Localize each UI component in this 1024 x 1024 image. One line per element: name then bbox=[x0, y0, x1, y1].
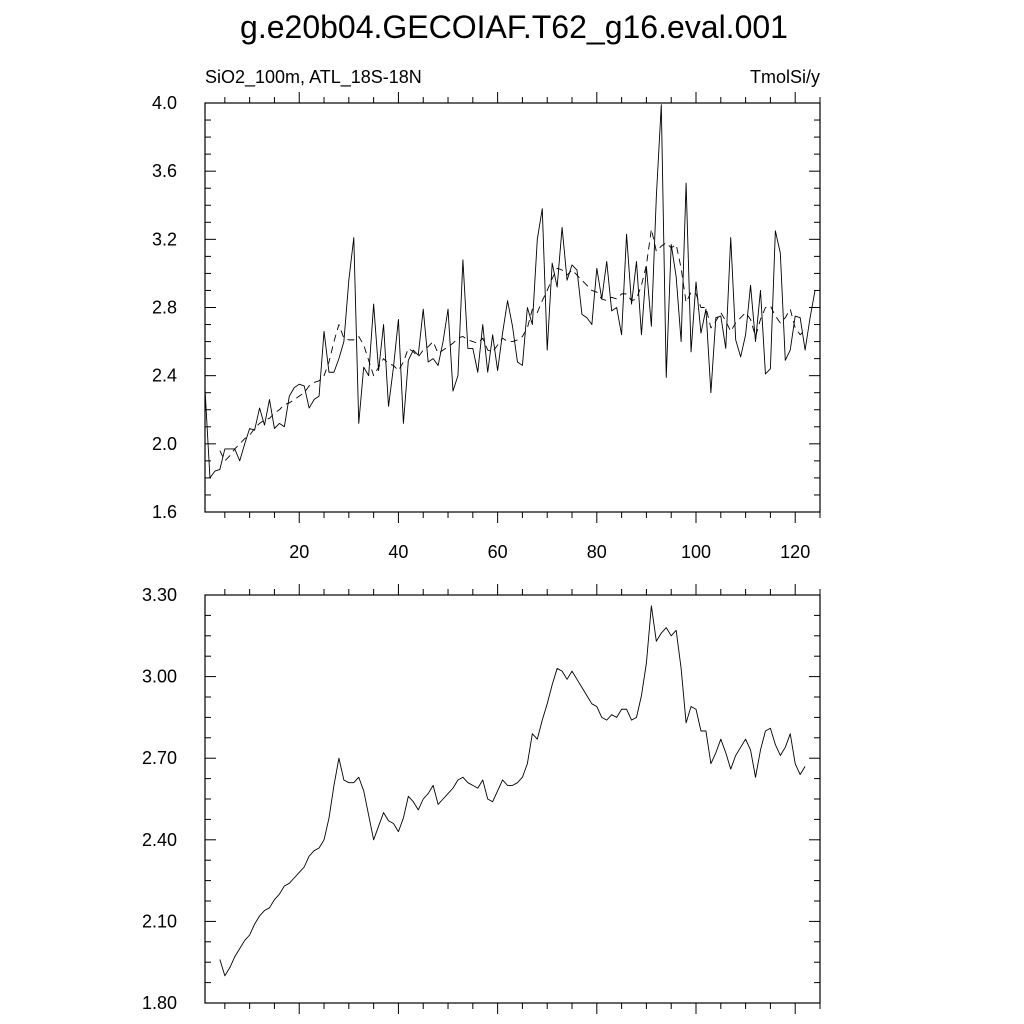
top-y-tick-label: 2.0 bbox=[152, 434, 177, 454]
top-x-tick-label: 80 bbox=[587, 542, 607, 562]
top-y-tick-label: 1.6 bbox=[152, 502, 177, 522]
top-left-label: SiO2_100m, ATL_18S-18N bbox=[205, 67, 422, 88]
bottom-y-tick-label: 3.00 bbox=[142, 667, 177, 687]
bottom-plot-frame bbox=[204, 594, 821, 1004]
top-series-running-mean-line bbox=[219, 228, 806, 462]
bottom-panel: 1.80 2.10 2.40 2.70 3.00 3.30 bbox=[142, 584, 821, 1014]
top-right-label: TmolSi/y bbox=[750, 67, 820, 87]
top-x-tick-label: 20 bbox=[289, 542, 309, 562]
top-y-tick-label: 2.8 bbox=[152, 298, 177, 318]
bottom-y-tick-label: 2.40 bbox=[142, 830, 177, 850]
top-y-tick-label: 3.2 bbox=[152, 229, 177, 249]
top-panel: SiO2_100m, ATL_18S-18N TmolSi/y 1.6 2.0 2.… bbox=[152, 67, 821, 562]
top-series-line bbox=[204, 104, 816, 479]
bottom-y-tick-label: 3.30 bbox=[142, 585, 177, 605]
bottom-series-line bbox=[219, 605, 806, 977]
top-y-tick-label: 2.4 bbox=[152, 366, 177, 386]
top-x-tick-label: 100 bbox=[681, 542, 711, 562]
bottom-y-tick-label: 1.80 bbox=[142, 993, 177, 1013]
top-x-tick-label: 60 bbox=[488, 542, 508, 562]
top-x-tick-label: 40 bbox=[388, 542, 408, 562]
bottom-y-tick-label: 2.10 bbox=[142, 911, 177, 931]
top-x-tick-label: 120 bbox=[780, 542, 810, 562]
figure-title: g.e20b04.GECOIAF.T62_g16.eval.001 bbox=[240, 9, 788, 45]
top-y-tick-label: 3.6 bbox=[152, 161, 177, 181]
top-y-tick-label: 4.0 bbox=[152, 93, 177, 113]
bottom-y-tick-label: 2.70 bbox=[142, 748, 177, 768]
